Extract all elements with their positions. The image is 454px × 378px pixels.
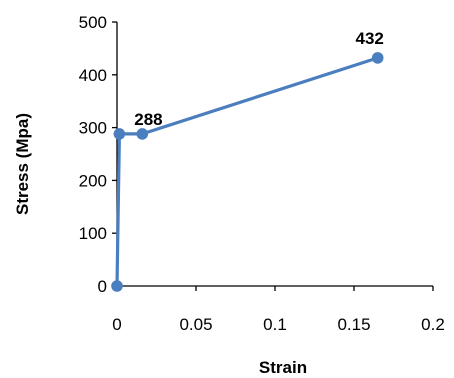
data-point bbox=[136, 128, 149, 140]
x-tick-label: 0 bbox=[112, 315, 121, 334]
y-axis-ticks: 0 100 200 300 400 500 bbox=[79, 13, 117, 296]
y-tick-label: 300 bbox=[79, 119, 107, 138]
data-point bbox=[113, 128, 126, 140]
y-tick-label: 400 bbox=[79, 66, 107, 85]
y-axis-title: Stress (Mpa) bbox=[13, 113, 32, 215]
x-axis-ticks: 0 0.05 0.1 0.15 0.2 bbox=[112, 286, 445, 334]
y-tick-label: 100 bbox=[79, 224, 107, 243]
axes bbox=[116, 22, 433, 287]
x-tick-label: 0.05 bbox=[179, 315, 212, 334]
x-tick-label: 0.15 bbox=[337, 315, 370, 334]
y-tick-label: 200 bbox=[79, 171, 107, 190]
series-line bbox=[115, 56, 380, 288]
x-axis-title: Strain bbox=[259, 358, 307, 377]
data-point bbox=[371, 52, 384, 64]
x-tick-label: 0.1 bbox=[263, 315, 287, 334]
y-tick-label: 0 bbox=[98, 277, 107, 296]
series-layer bbox=[111, 52, 384, 292]
x-tick-label: 0.2 bbox=[421, 315, 445, 334]
data-label: 432 bbox=[356, 29, 384, 48]
data-label: 288 bbox=[134, 110, 162, 129]
annotation-layer: 288 432 bbox=[134, 29, 384, 129]
y-tick-label: 500 bbox=[79, 13, 107, 32]
data-point bbox=[111, 280, 123, 292]
